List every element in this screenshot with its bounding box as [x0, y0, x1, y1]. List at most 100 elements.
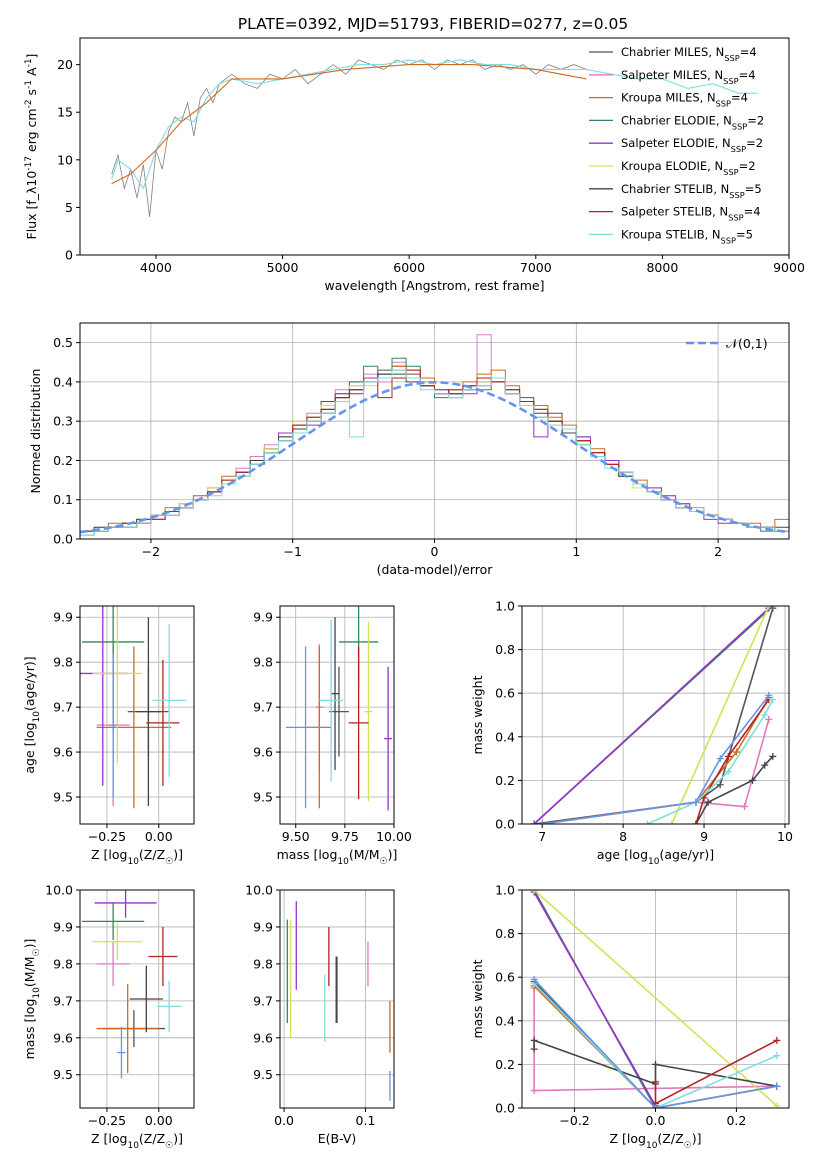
- x-tick-label: 5000: [267, 260, 299, 275]
- y-tick-label: 9.6: [253, 1030, 273, 1045]
- y-tick-label: 9.9: [53, 919, 73, 934]
- y-tick-label: 0.0: [495, 1101, 515, 1116]
- plot-area: [80, 606, 186, 809]
- y-tick-label: 1.0: [495, 599, 515, 614]
- legend-label: Salpeter MILES, NSSP=4: [621, 68, 756, 86]
- legend-label: 𝒩(0,1): [726, 336, 768, 351]
- y-tick-label: 0.2: [495, 773, 515, 788]
- series-marker: [765, 715, 773, 723]
- plot-area: [111, 59, 758, 217]
- y-tick-label: 0.6: [495, 686, 515, 701]
- series-marker: [761, 761, 769, 769]
- x-tick-label: 9000: [773, 260, 805, 275]
- series-marker: [732, 748, 740, 756]
- plot-area: [82, 890, 182, 1079]
- plot-area: [530, 890, 781, 1108]
- y-tick-label: 9.8: [253, 956, 273, 971]
- y-tick-label: 9.6: [53, 745, 73, 760]
- y-tick-label: 15: [57, 105, 73, 120]
- legend-label: Kroupa ELODIE, NSSP=2: [621, 159, 756, 177]
- axes-frame: [79, 37, 790, 256]
- series-marker: [769, 752, 777, 760]
- y-tick-label: 9.7: [253, 993, 273, 1008]
- y-tick-label: 0.2: [53, 453, 73, 468]
- y-tick-label: 0.4: [495, 729, 515, 744]
- axes-frame: [521, 605, 790, 825]
- y-tick-label: 10.0: [45, 883, 73, 898]
- x-axis-label: Z [log10(Z/Z☉)]: [91, 847, 183, 867]
- series-line: [533, 607, 770, 824]
- plot-area: [285, 606, 393, 811]
- series-marker: [692, 798, 700, 806]
- panel-age_vs_mass: 9.50 9.75 10.00 9.5 9.6 9.7 9.8 9.9 mass [log10(…: [253, 605, 412, 867]
- y-tick-label: 0.5: [53, 335, 73, 350]
- axes-frame: [279, 605, 395, 825]
- x-axis-label: wavelength [Angstrom, rest frame]: [324, 278, 544, 293]
- x-axis-label: E(B-V): [318, 1131, 357, 1146]
- y-tick-label: 0: [65, 248, 73, 263]
- histogram-step: [80, 369, 789, 539]
- series-line: [695, 755, 774, 824]
- series-marker: [769, 696, 777, 704]
- x-axis-label: Z [log10(Z/Z☉)]: [610, 1131, 702, 1151]
- series-line: [111, 59, 758, 190]
- series-marker: [530, 820, 538, 824]
- x-tick-label: −2: [142, 544, 160, 559]
- series-marker: [530, 1087, 538, 1095]
- axes-frame: [279, 889, 395, 1109]
- x-tick-label: 7000: [520, 260, 552, 275]
- x-tick-label: 10.00: [376, 829, 412, 844]
- x-tick-label: 7: [538, 829, 546, 844]
- plot-area: [286, 901, 391, 1101]
- panel-residuals: −2 −1 0 1 2 0.0 0.1 0.2 0.3 0.4 0.5 (data-model)/er…: [28, 322, 790, 577]
- series-marker: [761, 711, 769, 719]
- y-tick-label: 9.5: [253, 1067, 273, 1082]
- y-tick-label: 0.6: [495, 970, 515, 985]
- legend-label: Kroupa STELIB, NSSP=5: [621, 227, 753, 245]
- series-line: [647, 699, 774, 824]
- series-marker: [749, 776, 757, 784]
- normal-curve: [80, 380, 789, 534]
- y-axis-label: age [log10(age/yr)]: [22, 656, 42, 773]
- legend-label: Salpeter ELODIE, NSSP=2: [621, 136, 763, 154]
- x-tick-label: 0.00: [145, 1113, 173, 1128]
- y-axis-label: mass [log10(M/M☉)]: [22, 939, 42, 1060]
- series-marker: [652, 1060, 659, 1068]
- x-tick-label: −0.25: [88, 1113, 126, 1128]
- series-line: [111, 64, 587, 185]
- y-tick-label: 9.7: [53, 993, 73, 1008]
- x-tick-label: 9.75: [331, 829, 359, 844]
- y-tick-label: 20: [57, 57, 73, 72]
- panel-mass_vs_EBV: 0.0 0.1 9.5 9.6 9.7 9.8 9.9 10.0 E(B-V): [245, 883, 395, 1146]
- x-tick-label: 0.0: [274, 1113, 294, 1128]
- x-tick-label: 4000: [140, 260, 172, 275]
- series-line: [695, 699, 770, 824]
- y-axis-label: mass weight: [470, 959, 485, 1038]
- series-marker: [765, 606, 773, 610]
- x-tick-label: −0.25: [88, 829, 126, 844]
- axes-frame: [79, 605, 195, 825]
- series-marker: [704, 798, 712, 806]
- y-tick-label: 10.0: [245, 883, 273, 898]
- y-tick-label: 0.8: [495, 926, 515, 941]
- y-tick-label: 9.9: [253, 610, 273, 625]
- y-tick-label: 0.0: [495, 817, 515, 832]
- series-marker: [530, 890, 538, 894]
- y-tick-label: 0.2: [495, 1057, 515, 1072]
- legend-label: Salpeter STELIB, NSSP=4: [621, 205, 761, 223]
- x-tick-label: 1: [572, 544, 580, 559]
- y-tick-label: 9.6: [53, 1030, 73, 1045]
- series-line: [533, 983, 778, 1108]
- y-tick-label: 9.5: [53, 790, 73, 805]
- series-marker: [765, 691, 773, 699]
- legend-label: Chabrier STELIB, NSSP=5: [621, 182, 762, 200]
- y-tick-label: 9.8: [253, 655, 273, 670]
- series-marker: [724, 768, 732, 776]
- y-tick-label: 9.8: [53, 956, 73, 971]
- x-tick-label: 0.2: [726, 1113, 746, 1128]
- x-tick-label: 9: [700, 829, 708, 844]
- y-tick-label: 0.4: [495, 1013, 515, 1028]
- y-tick-label: 10: [57, 152, 73, 167]
- series-marker: [530, 975, 538, 983]
- y-axis-label: Flux [f_λ10-17 erg cm-2 s-1 A-1]: [24, 54, 39, 240]
